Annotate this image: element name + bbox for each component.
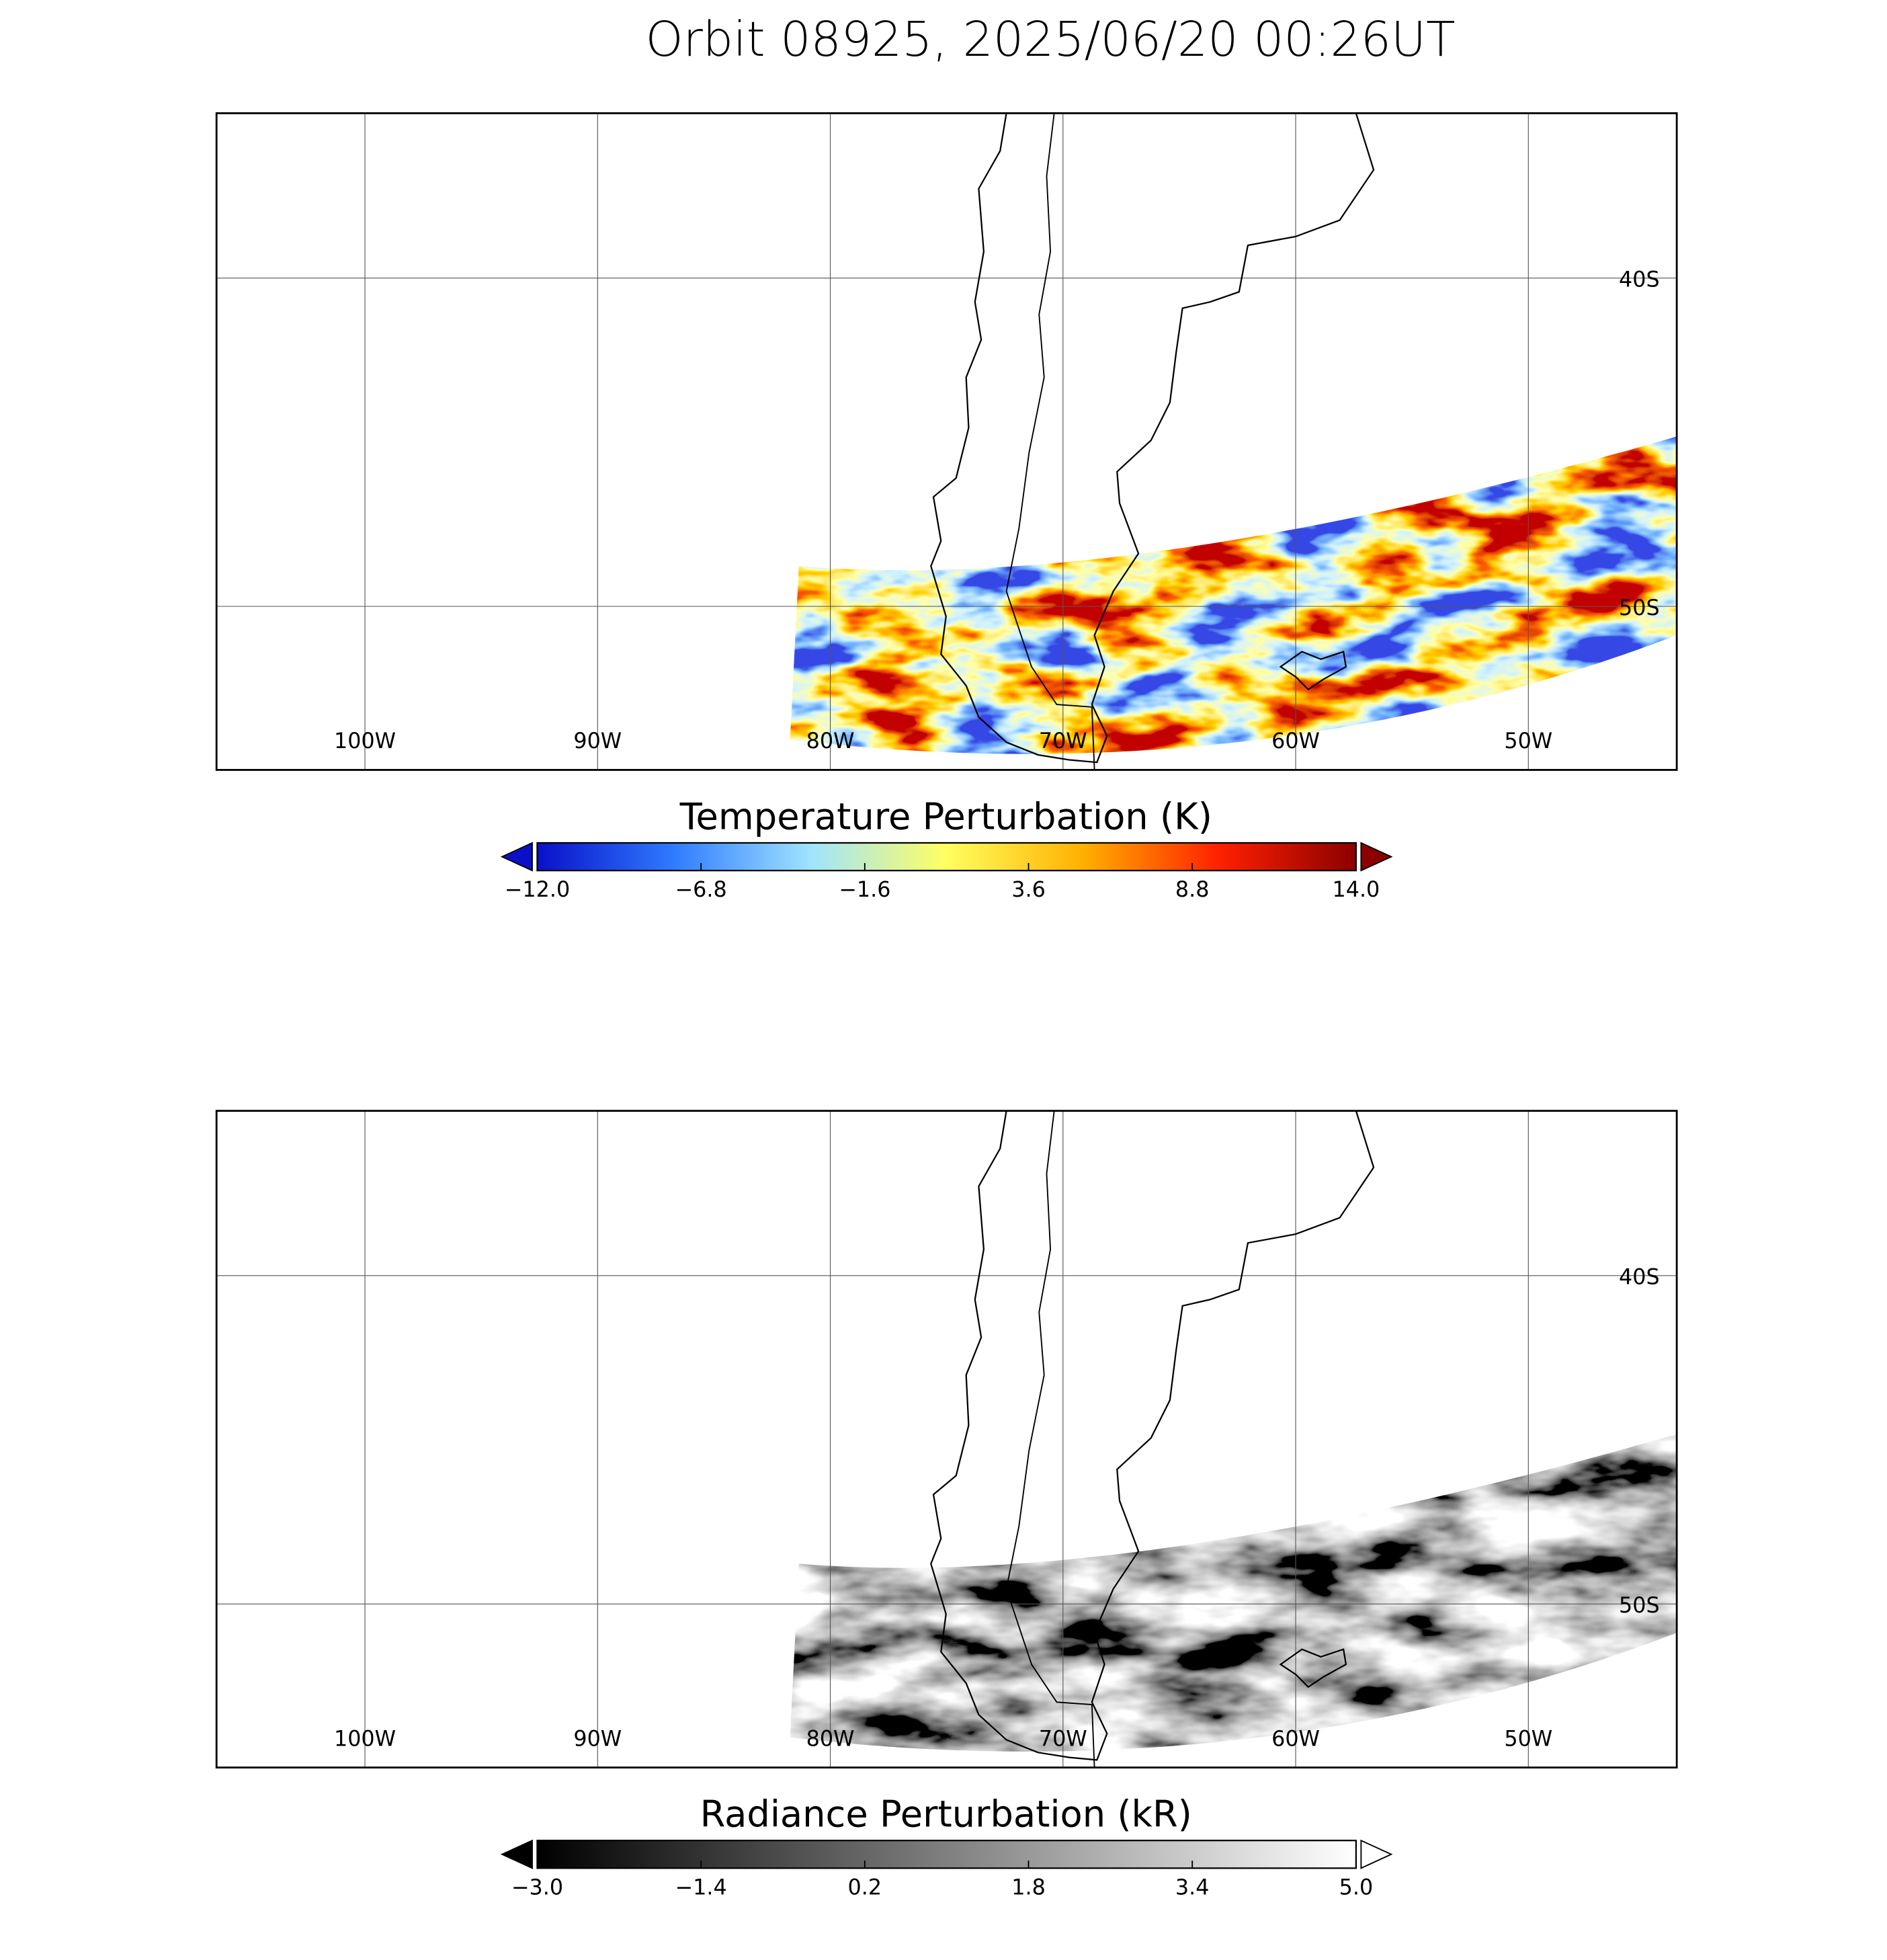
colorbar-tick-label: 0.2: [848, 1874, 882, 1900]
colorbar: [536, 842, 1357, 872]
lon-label: 60W: [1271, 1725, 1320, 1751]
colorbar-tick-label: −1.4: [675, 1874, 727, 1900]
colorbar-tick-label: −3.0: [511, 1874, 563, 1900]
lon-label: 80W: [806, 728, 855, 753]
map-panel: 100W 90W 80W 70W 60W 50W 40S 50S Temperature Per…: [215, 112, 1678, 902]
lon-label: 100W: [334, 728, 396, 753]
lon-label: 90W: [573, 728, 622, 753]
colorbar-tick-label: 8.8: [1175, 876, 1210, 902]
colorbar-tick-label: −12.0: [505, 876, 570, 902]
colorbar-tick-label: −6.8: [675, 876, 727, 902]
lon-label: 80W: [806, 1725, 855, 1751]
map-frame: [215, 1110, 1678, 1769]
lat-label: 40S: [1619, 1264, 1660, 1290]
coastline: [930, 1110, 1375, 1761]
colorbar-tick-label: 1.8: [1011, 1874, 1046, 1900]
coastline: [930, 113, 1375, 764]
lat-label: 40S: [1619, 266, 1660, 292]
colorbar-extend-low: [500, 842, 533, 872]
lon-label: 50W: [1504, 1725, 1552, 1751]
swath: [790, 436, 1677, 754]
lon-label: 60W: [1271, 728, 1320, 753]
map-frame: [215, 112, 1678, 771]
colorbar: [536, 1840, 1357, 1869]
colorbar-tick-label: 3.6: [1011, 876, 1046, 902]
lon-label: 100W: [334, 1725, 396, 1751]
colorbar-tick-label: 5.0: [1339, 1874, 1374, 1900]
lat-label: 50S: [1619, 1592, 1660, 1618]
colorbar-title: Temperature Perturbation (K): [679, 796, 1212, 838]
lat-label: 50S: [1619, 595, 1660, 620]
colorbar-extend-low: [500, 1839, 533, 1869]
colorbar-extend-high: [1360, 1839, 1393, 1869]
lon-label: 70W: [1039, 728, 1087, 753]
lon-label: 90W: [573, 1725, 622, 1751]
colorbar-tick-label: −1.6: [839, 876, 890, 902]
island: [1279, 651, 1347, 691]
swath: [790, 1434, 1677, 1752]
lon-label: 50W: [1504, 728, 1552, 753]
colorbar-tick-label: 3.4: [1175, 1874, 1210, 1900]
island: [1279, 1648, 1347, 1688]
colorbar-tick-label: 14.0: [1332, 876, 1380, 902]
colorbar-extend-high: [1360, 842, 1393, 872]
lon-label: 70W: [1039, 1725, 1087, 1751]
map-panel: 100W 90W 80W 70W 60W 50W 40S 50S Radiance Pertur…: [215, 1110, 1678, 1900]
figure-title: Orbit 08925, 2025/06/20 00:26UT: [646, 11, 1456, 67]
colorbar-title: Radiance Perturbation (kR): [700, 1793, 1192, 1836]
border: [1005, 113, 1095, 770]
border: [1005, 1110, 1095, 1768]
